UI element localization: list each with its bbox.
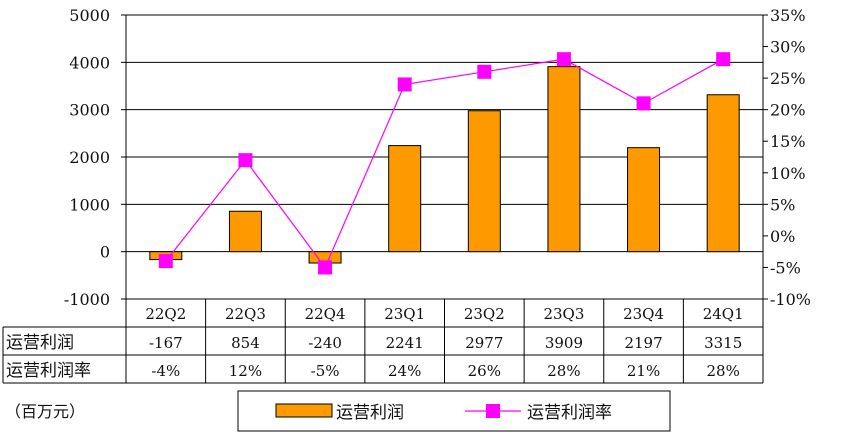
- table-cell: 2241: [386, 334, 424, 352]
- margin-point: [556, 52, 571, 67]
- table-cell: 3315: [704, 334, 742, 352]
- right-tick-label: 35%: [770, 6, 806, 25]
- bar: [467, 110, 501, 253]
- bar: [547, 66, 581, 253]
- table-cell: -167: [149, 334, 183, 352]
- margin-point: [318, 260, 333, 275]
- right-tick-label: 5%: [770, 195, 795, 214]
- table-cell: 24%: [388, 362, 421, 380]
- category-label: 22Q3: [225, 305, 266, 323]
- table-cell: 28%: [547, 362, 580, 380]
- legend-marker-swatch: [486, 404, 500, 418]
- margin-point: [238, 153, 253, 168]
- category-label: 22Q2: [145, 305, 186, 323]
- margin-point: [636, 96, 651, 111]
- table-cell: -240: [308, 334, 342, 352]
- left-tick-label: 5000: [69, 6, 110, 25]
- left-tick-label: -1000: [64, 290, 110, 309]
- table-row-label: 运营利润: [6, 333, 74, 353]
- table-cell: -4%: [151, 362, 180, 380]
- right-tick-label: 15%: [770, 132, 806, 151]
- right-tick-label: -5%: [770, 258, 801, 277]
- left-tick-label: 0: [100, 243, 110, 262]
- right-tick-label: -10%: [770, 290, 811, 309]
- category-label: 23Q4: [623, 305, 664, 323]
- category-label: 23Q3: [543, 305, 584, 323]
- margin-point: [158, 254, 173, 269]
- category-label: 24Q1: [703, 305, 744, 323]
- category-label: 23Q1: [384, 305, 425, 323]
- legend-label: 运营利润率: [527, 403, 612, 423]
- left-tick-label: 1000: [69, 195, 110, 214]
- right-tick-label: 30%: [770, 38, 806, 57]
- right-tick-label: 25%: [770, 69, 806, 88]
- table-cell: 21%: [627, 362, 660, 380]
- right-tick-label: 0%: [770, 227, 795, 246]
- margin-point: [397, 77, 412, 92]
- bar: [388, 145, 422, 253]
- right-tick-label: 10%: [770, 164, 806, 183]
- right-tick-label: 20%: [770, 101, 806, 120]
- table-cell: 2197: [624, 334, 662, 352]
- bar: [228, 210, 262, 253]
- table-cell: 28%: [707, 362, 740, 380]
- margin-point: [716, 52, 731, 67]
- margin-point: [477, 64, 492, 79]
- left-tick-label: 4000: [69, 53, 110, 72]
- legend-label: 运营利润: [336, 403, 404, 423]
- left-tick-label: 2000: [69, 148, 110, 167]
- bar: [627, 147, 661, 253]
- table-cell: 26%: [468, 362, 501, 380]
- table-row-label: 运营利润率: [6, 361, 91, 381]
- table-cell: 854: [231, 334, 260, 352]
- bar: [706, 94, 740, 253]
- category-label: 22Q4: [305, 305, 346, 323]
- table-cell: 3909: [545, 334, 583, 352]
- left-tick-label: 3000: [69, 101, 110, 120]
- margin-line: [165, 58, 724, 269]
- table-cell: -5%: [311, 362, 340, 380]
- category-label: 23Q2: [464, 305, 505, 323]
- table-cell: 12%: [229, 362, 262, 380]
- legend-bar-swatch: [275, 403, 333, 418]
- unit-note: （百万元）: [5, 402, 85, 421]
- table-cell: 2977: [465, 334, 503, 352]
